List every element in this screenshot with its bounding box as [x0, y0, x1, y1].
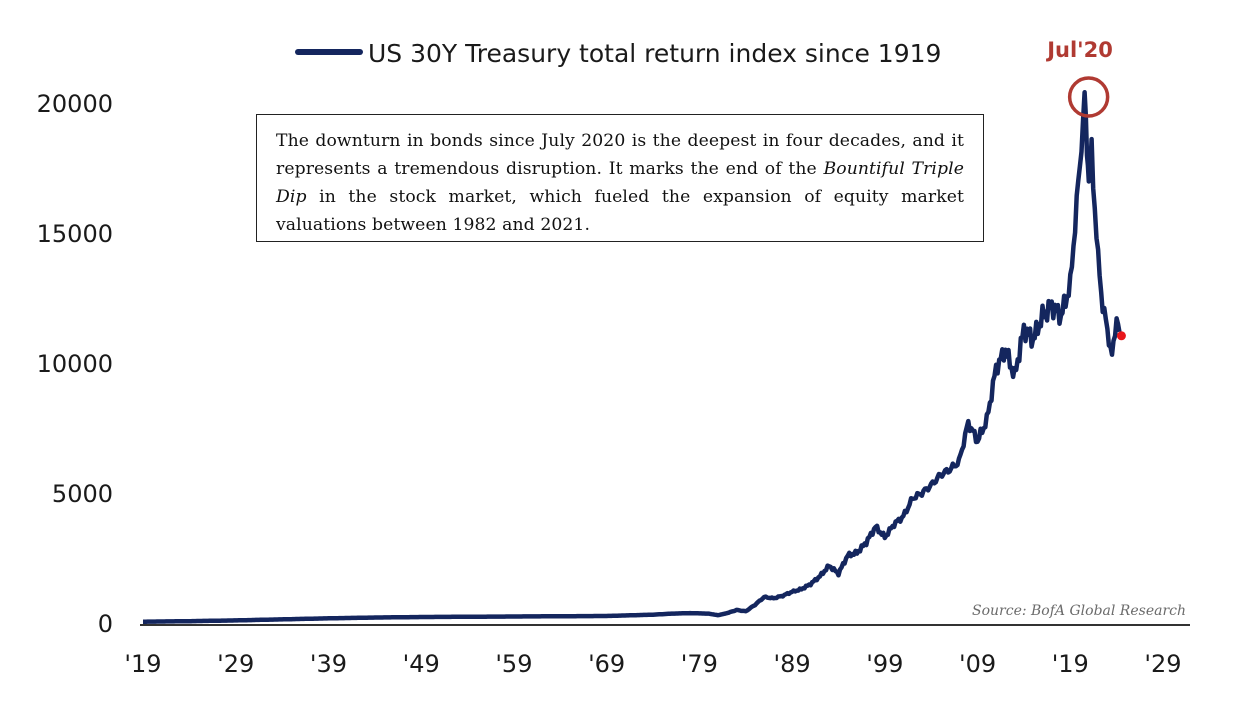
x-tick-label: '69: [588, 650, 625, 678]
x-tick-label: '89: [774, 650, 811, 678]
y-tick-label: 10000: [37, 350, 113, 378]
annotation-emphasis: Bountiful Triple Dip: [276, 159, 964, 207]
annotation-text-2: in the stock market, which fueled the ex…: [276, 187, 964, 235]
annotation-text-1: The downturn in bonds since July 2020 is…: [276, 131, 964, 179]
x-tick-label: '39: [310, 650, 347, 678]
peak-annotation: Jul'20: [1045, 38, 1113, 118]
y-tick-label: 15000: [37, 220, 113, 248]
peak-circle: [1067, 76, 1110, 118]
x-tick-label: '29: [217, 650, 254, 678]
peak-label: Jul'20: [1045, 38, 1113, 62]
x-tick-label: '59: [495, 650, 532, 678]
last-point-marker: [1116, 331, 1126, 341]
x-tick-label: '49: [403, 650, 440, 678]
x-axis: '19 '29 '39 '49 '59 '69 '79 '89 '99 '09 '19 '29: [124, 624, 1190, 678]
series-layer: [142, 90, 1126, 624]
x-tick-label: '99: [866, 650, 903, 678]
legend: US 30Y Treasury total return index since…: [295, 39, 941, 68]
source-note: Source: BofA Global Research: [972, 603, 1186, 619]
x-tick-label: '09: [959, 650, 996, 678]
annotation-box: The downturn in bonds since July 2020 is…: [256, 114, 984, 242]
y-tick-label: 5000: [52, 480, 113, 508]
x-tick-label: '19: [1052, 650, 1089, 678]
x-tick-label: '19: [124, 650, 161, 678]
y-tick-label: 20000: [37, 90, 113, 118]
y-axis: 0 5000 10000 15000 20000: [37, 90, 113, 638]
x-tick-label: '29: [1144, 650, 1181, 678]
x-tick-label: '79: [681, 650, 718, 678]
y-tick-label: 0: [98, 610, 113, 638]
series-line: [142, 90, 1122, 624]
legend-label: US 30Y Treasury total return index since…: [368, 39, 941, 68]
